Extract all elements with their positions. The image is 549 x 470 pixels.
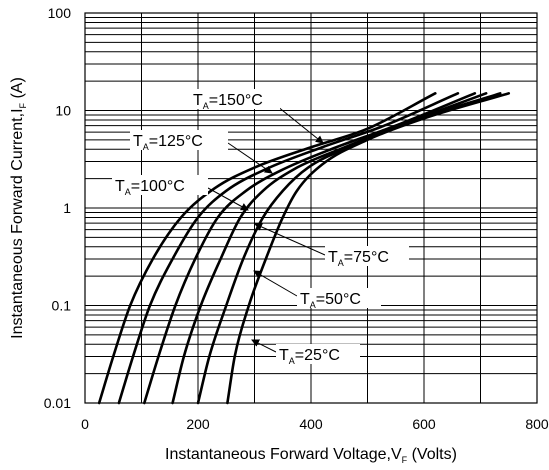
y-axis-title-sub: F <box>18 102 28 108</box>
x-tick-label: 200 <box>186 416 210 432</box>
series-curves <box>97 92 511 405</box>
series-label-bg <box>276 344 360 364</box>
series-line-2 <box>143 92 477 405</box>
series-label-arrow <box>207 187 249 211</box>
x-tick-label: 800 <box>525 416 549 432</box>
series-label-bg <box>325 246 409 266</box>
y-tick-label: 10 <box>55 103 71 119</box>
y-tick-label: 0.01 <box>44 395 71 411</box>
x-axis-title-suffix: (Volts) <box>407 446 457 463</box>
plot-frame <box>84 12 538 404</box>
grid <box>85 13 537 403</box>
series-line-5 <box>226 92 511 405</box>
y-axis-title-main: Instantaneous Forward Current,I <box>9 108 26 338</box>
series-label-arrow <box>251 339 277 353</box>
series-label: TA=25°C <box>279 347 340 366</box>
series-label-bg <box>190 89 280 109</box>
series-label-bg <box>130 130 228 150</box>
series-line-0 <box>97 92 437 405</box>
series-label-bg <box>112 175 208 195</box>
y-axis-title: Instantaneous Forward Current,IF (A) <box>9 77 28 339</box>
series-label-arrow <box>271 101 324 144</box>
series-label-arrow <box>253 270 298 297</box>
x-axis-title: Instantaneous Forward Voltage,VF (Volts) <box>165 446 457 465</box>
series-label-bg <box>297 288 381 308</box>
y-tick-label: 0.1 <box>52 298 72 314</box>
series-label: TA=150°C <box>193 92 263 111</box>
series-label-arrow <box>254 223 326 256</box>
x-axis-title-main: Instantaneous Forward Voltage,V <box>165 446 402 463</box>
series-line-1 <box>117 92 460 405</box>
series-labels: TA=150°C TA=125°C TA=100°C TA=75°C TA=50°C TA… <box>112 89 409 366</box>
series-label: TA=100°C <box>115 178 185 197</box>
y-tick-label: 100 <box>48 5 72 21</box>
x-tick-label: 400 <box>299 416 323 432</box>
x-axis-title-sub: F <box>402 455 408 465</box>
x-tick-label: 0 <box>81 416 89 432</box>
y-axis-title-suffix: (A) <box>9 77 26 103</box>
series-label: TA=125°C <box>133 133 203 152</box>
y-tick-label: 1 <box>63 200 71 216</box>
series-label-arrow <box>227 142 273 174</box>
series-label: TA=75°C <box>328 249 389 268</box>
series-label: TA=50°C <box>300 291 361 310</box>
x-tick-label: 600 <box>412 416 436 432</box>
tick-labels: 0 200 400 600 800 0.01 0.1 1 10 100 <box>44 5 549 432</box>
